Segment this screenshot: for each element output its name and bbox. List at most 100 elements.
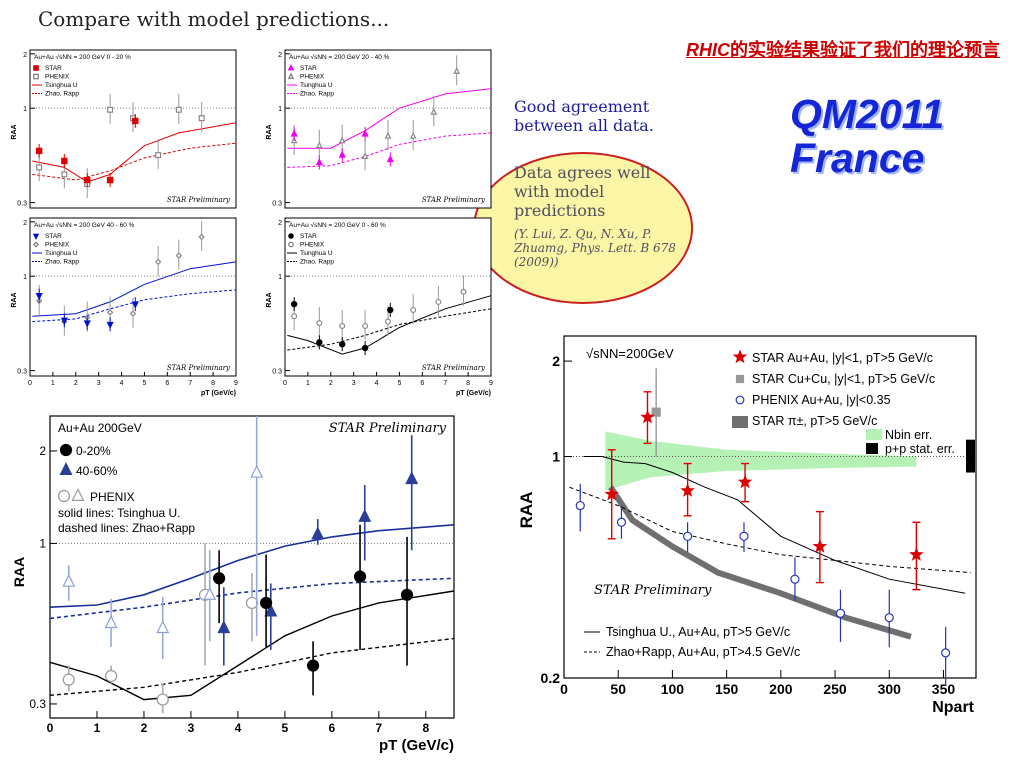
- callout-ellipse: [473, 152, 693, 304]
- y-tick-label: 2: [278, 52, 282, 59]
- legend-label: Zhao, Rapp: [300, 259, 334, 266]
- legend-0-20-marker: [59, 443, 73, 457]
- y-axis-label: RAA: [266, 124, 273, 139]
- phenix-40-60-point: [62, 573, 76, 587]
- phenix-point: [430, 107, 438, 115]
- y-tick-label: 0.3: [272, 201, 282, 208]
- x-tick-label: 2: [329, 380, 333, 387]
- star-point: [61, 157, 68, 165]
- reference-text: (Y. Lui, Z. Qu, N. Xu, P. Zhuamg, Phys. …: [514, 227, 676, 269]
- x-tick-label: 8: [211, 380, 215, 387]
- x-axis-label: pT (GeV/c): [201, 390, 236, 397]
- x-tick-label: 5: [282, 721, 289, 735]
- watermark: STAR Preliminary: [167, 364, 231, 372]
- x-axis-label: Npart: [932, 699, 974, 716]
- x-tick-label: 9: [234, 380, 238, 387]
- y-tick-label: 0.2: [541, 670, 561, 686]
- x-tick-label: 300: [878, 681, 902, 697]
- legend-phenix-triangle: [71, 488, 85, 502]
- legend-star-marker: [33, 65, 39, 71]
- phenix-point: [155, 152, 162, 159]
- x-axis-label: pT (GeV/c): [456, 390, 491, 397]
- x-tick-label: 2: [74, 380, 78, 387]
- legend-label: Tsinghua U: [300, 250, 333, 257]
- phenix-point: [384, 131, 392, 139]
- panel-frame: [284, 217, 492, 377]
- agreement-text: Data agrees well with model predictions: [514, 163, 651, 220]
- x-tick-label: 5: [142, 380, 146, 387]
- x-tick-label: 5: [397, 380, 401, 387]
- legend-label: Zhao, Rapp: [300, 91, 334, 98]
- legend-tsinghua-label: Tsinghua U., Au+Au, pT>5 GeV/c: [606, 625, 790, 639]
- cucu-point: [651, 407, 661, 417]
- phenix-point: [941, 648, 951, 658]
- tsinghua-curve: [32, 261, 237, 317]
- y-tick-label: 1: [278, 274, 282, 281]
- star-point: [35, 292, 43, 301]
- star-point: [60, 317, 68, 325]
- tsinghua-40-60-curve: [49, 524, 455, 608]
- star-40-60-point: [358, 508, 372, 522]
- legend-label: Tsinghua U: [45, 250, 78, 257]
- legend-nbin-label: Nbin err.: [885, 428, 932, 442]
- chinese-title-rest: 的实验结果验证了我们的理论预言: [730, 40, 1000, 61]
- legend-label: PHENIX: [300, 242, 325, 249]
- legend-pion-label: STAR π±, pT>5 GeV/c: [752, 414, 877, 428]
- pp-stat-error-box: [966, 439, 975, 473]
- phenix-40-60-point: [156, 620, 170, 634]
- y-tick-label: 1: [552, 448, 560, 464]
- legend-star-marker: [287, 64, 295, 71]
- phenix-point: [739, 531, 749, 541]
- star-40-60-point: [405, 471, 419, 485]
- legend-label: PHENIX: [300, 74, 325, 81]
- y-tick-label: 2: [278, 220, 282, 227]
- star-0-20-point: [353, 570, 367, 583]
- tsinghua-curve: [287, 88, 492, 149]
- y-axis-label: RAA: [11, 557, 27, 587]
- y-tick-label: 1: [23, 274, 27, 281]
- x-tick-label: 4: [375, 380, 379, 387]
- star-point: [106, 176, 114, 184]
- x-tick-label: 1: [94, 721, 101, 735]
- x-tick-label: 1: [51, 380, 55, 387]
- x-tick-label: 4: [120, 380, 124, 387]
- phenix-point: [107, 106, 114, 113]
- phenix-point: [198, 115, 205, 122]
- phenix-point: [835, 608, 846, 618]
- conference-country: France: [790, 135, 925, 181]
- y-tick-label: 0.3: [29, 697, 46, 711]
- star-point: [290, 129, 298, 137]
- y-axis-label: RAA: [266, 292, 273, 307]
- star-point: [361, 344, 369, 352]
- watermark: STAR Preliminary: [167, 196, 231, 204]
- small-panel-0-60: 2 1 0.3 RAA 0 1 2 3 4 5 6 7 8 9 pT (GeV/c) Au+Au √sNN =…: [266, 217, 493, 397]
- watermark: STAR Preliminary: [594, 583, 712, 598]
- phenix-point: [409, 131, 417, 139]
- zhao-rapp-curve: [32, 142, 237, 181]
- star-auau-point: [680, 483, 695, 497]
- y-tick-label: 0.3: [17, 369, 27, 376]
- plot-frame: [49, 415, 455, 719]
- legend-pp-marker: [866, 443, 878, 454]
- panel-header: Au+Au √sNN = 200 GeV 0 - 20 %: [34, 53, 131, 61]
- legend-phenix-marker: [33, 73, 39, 80]
- phenix-point: [575, 500, 585, 511]
- x-tick-label: 7: [188, 380, 192, 387]
- star-auau-point: [737, 474, 753, 489]
- zhao-rapp-curve: [287, 132, 492, 168]
- phenix-point: [36, 164, 43, 171]
- phenix-0-20-point: [245, 596, 259, 610]
- y-tick-label: 1: [39, 536, 46, 550]
- star-auau-point: [640, 409, 655, 424]
- x-tick-label: 0: [47, 721, 54, 735]
- legend-cucu-label: STAR Cu+Cu, |y|<1, pT>5 GeV/c: [752, 372, 935, 386]
- phenix-point: [291, 313, 298, 320]
- star-0-20-point: [213, 572, 226, 585]
- legend-cucu-marker: [735, 374, 745, 384]
- legend-label: PHENIX: [45, 242, 70, 249]
- phenix-point: [384, 318, 391, 325]
- phenix-point: [683, 531, 693, 541]
- zhao-0-20-curve: [49, 637, 455, 696]
- legend-phenix-marker: [735, 395, 745, 405]
- phenix-point: [154, 258, 162, 266]
